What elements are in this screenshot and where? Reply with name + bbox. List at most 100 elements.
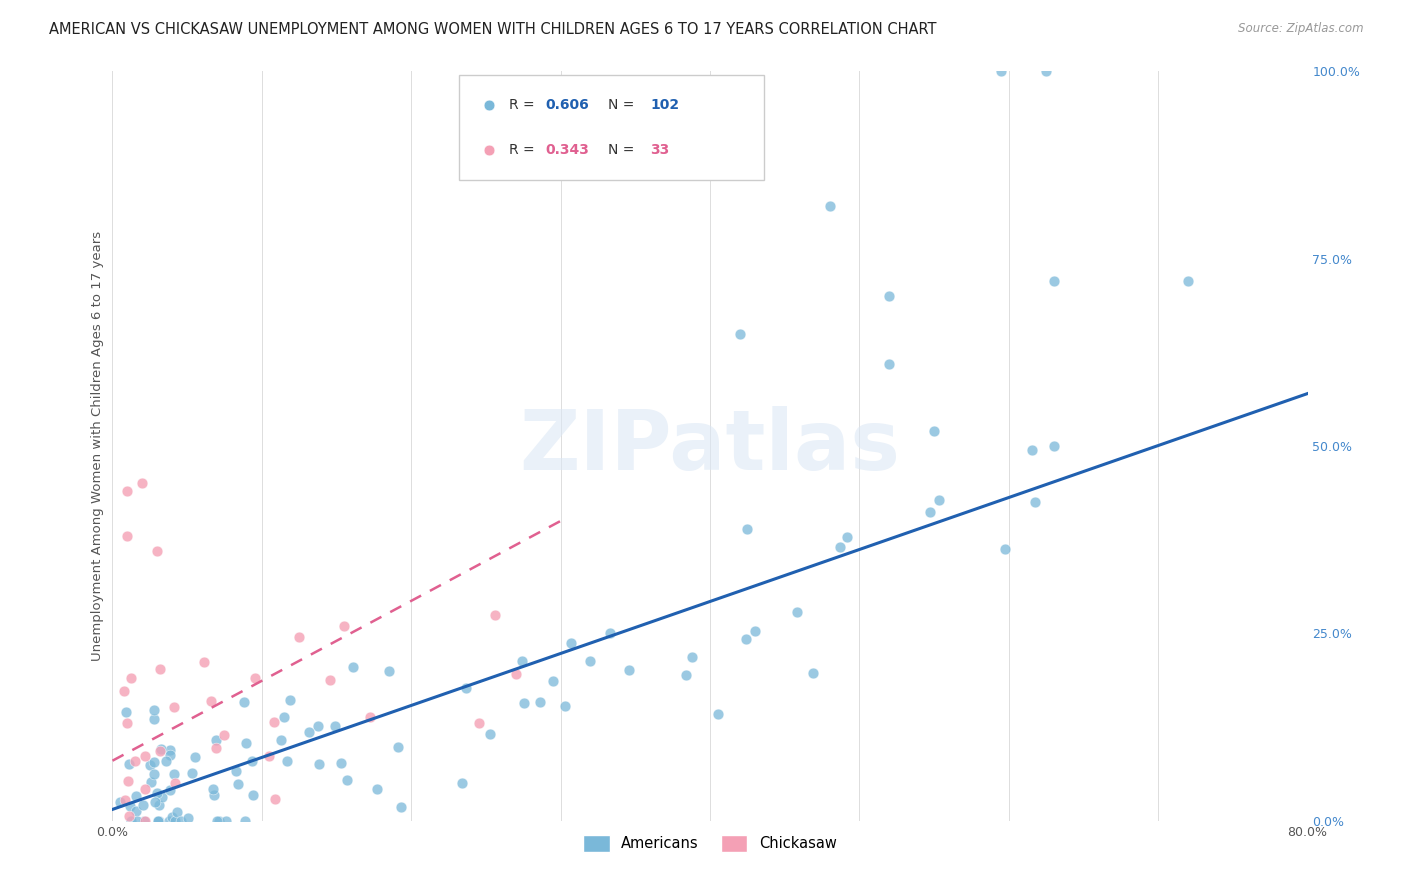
Point: [134, 814, 156, 828]
Point: [994, 542, 1017, 557]
Point: [257, 749, 280, 764]
Point: [208, 814, 231, 828]
Point: [288, 630, 311, 644]
Point: [818, 199, 841, 213]
Point: [318, 673, 340, 687]
Point: [117, 774, 139, 789]
Point: [233, 814, 256, 828]
Point: [159, 743, 181, 757]
Point: [543, 674, 565, 689]
Point: [505, 667, 527, 681]
Point: [155, 755, 177, 769]
Text: 33: 33: [650, 143, 669, 157]
Point: [110, 795, 132, 809]
FancyBboxPatch shape: [458, 75, 763, 180]
Point: [118, 809, 141, 823]
Text: 102: 102: [650, 98, 679, 112]
Point: [242, 788, 264, 802]
Point: [366, 781, 388, 796]
Point: [225, 764, 247, 779]
Point: [163, 700, 186, 714]
Legend: Americans, Chickasaw: Americans, Chickasaw: [578, 829, 842, 858]
Text: N =: N =: [609, 143, 640, 157]
Point: [163, 814, 186, 828]
Point: [706, 706, 728, 721]
Y-axis label: Unemployment Among Women with Children Ages 6 to 17 years: Unemployment Among Women with Children A…: [91, 231, 104, 661]
Text: R =: R =: [509, 98, 540, 112]
Point: [879, 289, 901, 303]
Point: [264, 792, 287, 806]
Point: [529, 695, 551, 709]
Point: [163, 776, 186, 790]
Point: [120, 671, 142, 685]
Point: [159, 783, 181, 797]
Point: [139, 775, 162, 789]
Point: [298, 724, 321, 739]
Point: [479, 726, 502, 740]
Point: [150, 742, 173, 756]
Point: [377, 665, 399, 679]
Point: [278, 693, 301, 707]
Point: [735, 632, 758, 646]
Point: [200, 694, 222, 708]
Point: [342, 660, 364, 674]
Point: [146, 544, 169, 558]
Point: [599, 625, 621, 640]
Point: [117, 483, 139, 498]
Point: [134, 749, 156, 764]
Point: [333, 619, 356, 633]
Point: [235, 736, 257, 750]
Point: [619, 663, 641, 677]
Point: [484, 607, 506, 622]
Point: [180, 766, 202, 780]
Point: [117, 716, 139, 731]
Point: [389, 800, 412, 814]
Point: [184, 749, 207, 764]
Point: [177, 811, 200, 825]
Text: 0.343: 0.343: [546, 143, 589, 157]
Point: [146, 814, 169, 828]
Point: [330, 756, 353, 770]
Point: [510, 654, 533, 668]
Point: [468, 716, 491, 731]
Text: 0.606: 0.606: [546, 98, 589, 112]
Point: [204, 740, 226, 755]
Point: [307, 719, 329, 733]
Point: [308, 757, 330, 772]
Point: [146, 814, 169, 828]
Point: [134, 814, 156, 828]
Point: [387, 739, 409, 754]
Point: [830, 540, 852, 554]
Point: [149, 744, 172, 758]
Point: [150, 789, 173, 804]
Point: [801, 665, 824, 680]
Point: [118, 757, 141, 772]
Point: [837, 530, 859, 544]
Point: [118, 798, 141, 813]
Point: [205, 733, 228, 747]
Point: [114, 705, 136, 719]
Point: [131, 476, 153, 491]
Text: N =: N =: [609, 98, 640, 112]
Point: [212, 728, 235, 742]
Point: [202, 782, 225, 797]
Point: [572, 143, 595, 157]
Point: [918, 505, 941, 519]
Point: [1035, 64, 1057, 78]
Point: [245, 671, 267, 685]
Point: [148, 814, 170, 828]
Point: [922, 424, 945, 438]
Point: [728, 326, 751, 341]
Point: [148, 798, 170, 813]
Point: [1024, 495, 1046, 509]
Point: [735, 522, 758, 536]
Text: R =: R =: [509, 143, 540, 157]
Point: [263, 715, 285, 730]
Point: [138, 758, 160, 772]
Point: [159, 747, 181, 762]
Point: [215, 814, 238, 828]
Point: [675, 668, 697, 682]
Point: [273, 710, 295, 724]
Point: [276, 755, 298, 769]
Point: [120, 814, 142, 828]
